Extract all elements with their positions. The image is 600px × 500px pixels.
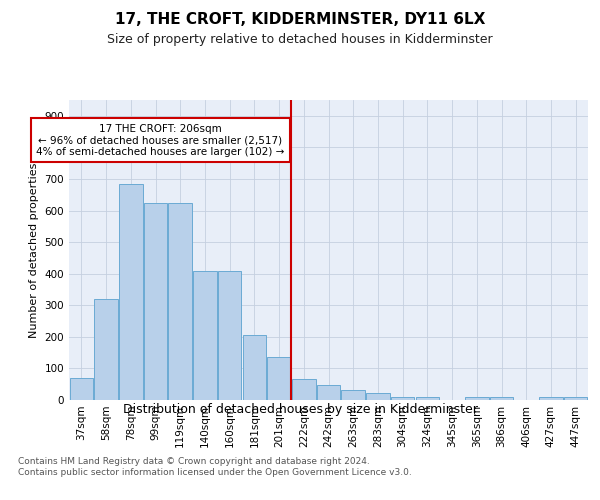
Bar [169, 202, 192, 400]
Text: Distribution of detached houses by size in Kidderminster: Distribution of detached houses by size … [122, 402, 478, 415]
Bar [564, 398, 587, 400]
Text: 17 THE CROFT: 206sqm
← 96% of detached houses are smaller (2,517)
4% of semi-det: 17 THE CROFT: 206sqm ← 96% of detached h… [36, 124, 284, 157]
Bar [70, 378, 93, 400]
Y-axis label: Number of detached properties: Number of detached properties [29, 162, 39, 338]
Bar [490, 398, 513, 400]
Bar [391, 396, 415, 400]
Bar [539, 398, 563, 400]
Bar [218, 270, 241, 400]
Bar [317, 385, 340, 400]
Text: Size of property relative to detached houses in Kidderminster: Size of property relative to detached ho… [107, 32, 493, 46]
Bar [94, 299, 118, 400]
Bar [193, 270, 217, 400]
Bar [144, 202, 167, 400]
Bar [465, 398, 488, 400]
Text: Contains HM Land Registry data © Crown copyright and database right 2024.
Contai: Contains HM Land Registry data © Crown c… [18, 458, 412, 477]
Bar [119, 184, 143, 400]
Text: 17, THE CROFT, KIDDERMINSTER, DY11 6LX: 17, THE CROFT, KIDDERMINSTER, DY11 6LX [115, 12, 485, 28]
Bar [268, 356, 291, 400]
Bar [341, 390, 365, 400]
Bar [416, 396, 439, 400]
Bar [242, 334, 266, 400]
Bar [292, 378, 316, 400]
Bar [366, 393, 389, 400]
